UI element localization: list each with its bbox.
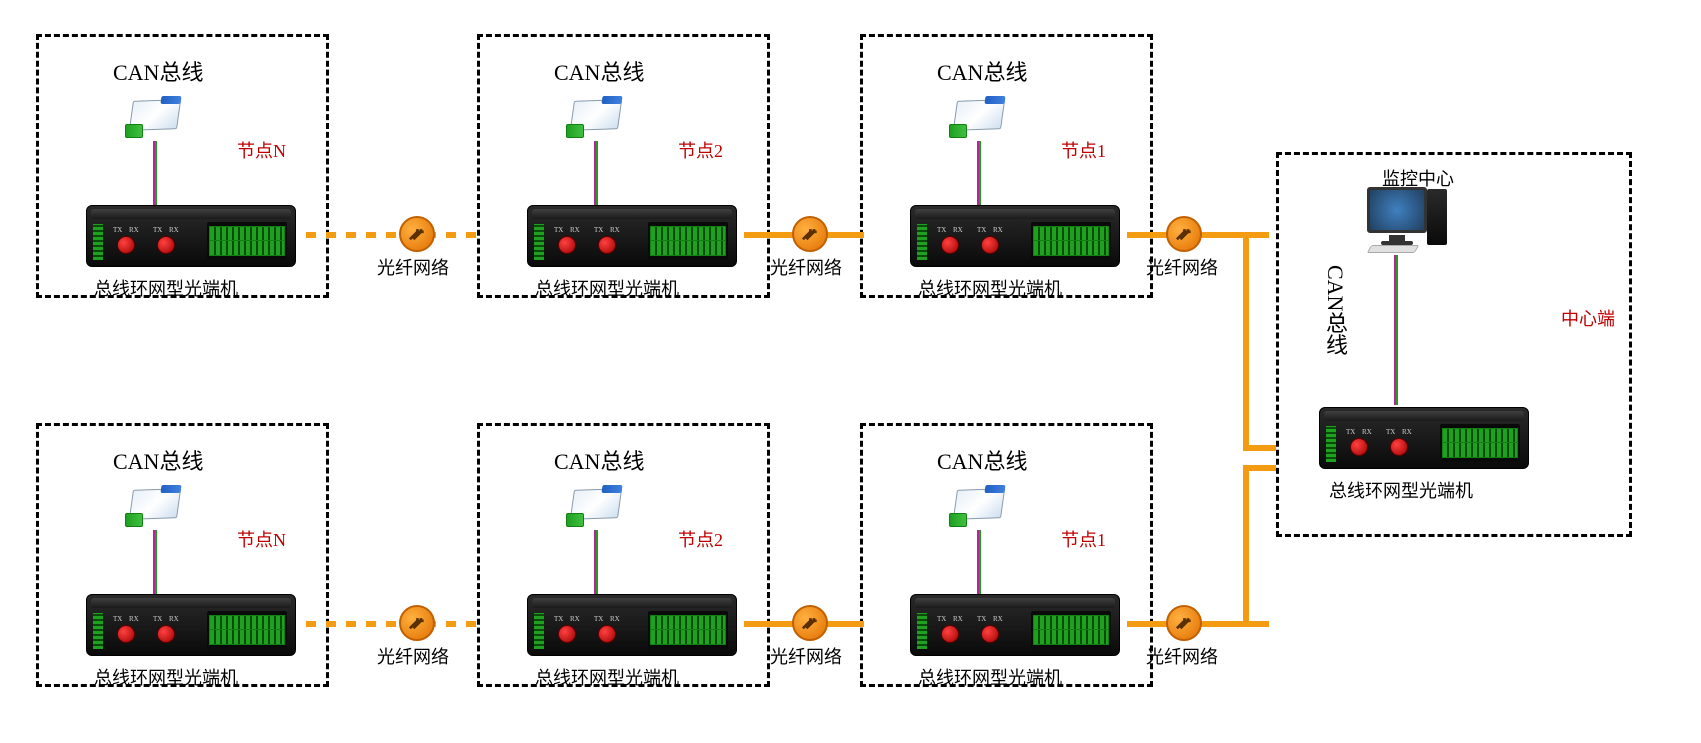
node-box-bot-N: CAN总线 节点N TXRX TXRX 总线环网型光端机	[36, 423, 329, 687]
can-adapter-icon	[949, 100, 1009, 140]
node-box-top-2: CAN总线 节点2 TXRX TXRX 总线环网型光端机	[477, 34, 770, 298]
node-box-top-1: CAN总线 节点1 TXRX TXRX 总线环网型光端机	[860, 34, 1153, 298]
fiber-arrow-icon	[792, 216, 828, 252]
wire-icon	[594, 141, 598, 215]
node-box-bot-1: CAN总线 节点1 TXRX TXRX 总线环网型光端机	[860, 423, 1153, 687]
node-box-bot-2: CAN总线 节点2 TXRX TXRX 总线环网型光端机	[477, 423, 770, 687]
fiber-label: 光纤网络	[1146, 254, 1218, 280]
center-label: 中心端	[1561, 305, 1615, 331]
fiber-modem-icon: TXRX TXRX	[1319, 407, 1529, 469]
can-title: CAN总线	[937, 444, 1027, 476]
node-label: 节点N	[237, 526, 286, 552]
node-box-top-N: CAN总线 节点N TXRX TXRX 总线环网型光端机	[36, 34, 329, 298]
fiber-arrow-icon	[399, 216, 435, 252]
fiber-label: 光纤网络	[770, 643, 842, 669]
fiber-modem-icon: TXRX TXRX	[86, 205, 296, 267]
wire-icon	[977, 141, 981, 215]
node-label: 节点N	[237, 137, 286, 163]
wire-icon	[594, 530, 598, 604]
can-adapter-icon	[125, 489, 185, 529]
can-title: CAN总线	[937, 55, 1027, 87]
fiber-label: 光纤网络	[377, 643, 449, 669]
fiber-arrow-icon	[399, 605, 435, 641]
can-title: CAN总线	[554, 444, 644, 476]
fiber-modem-icon: TXRX TXRX	[527, 205, 737, 267]
can-adapter-icon	[566, 489, 626, 529]
fiber-label: 光纤网络	[377, 254, 449, 280]
can-adapter-icon	[125, 100, 185, 140]
fiber-cable	[1243, 465, 1249, 627]
fiber-modem-icon: TXRX TXRX	[910, 205, 1120, 267]
can-title: CAN总线	[113, 55, 203, 87]
node-label: 节点2	[678, 526, 723, 552]
device-label: 总线环网型光端机	[535, 275, 679, 301]
device-label: 总线环网型光端机	[94, 275, 238, 301]
fiber-modem-icon: TXRX TXRX	[86, 594, 296, 656]
can-title: CAN总线	[113, 444, 203, 476]
device-label: 总线环网型光端机	[535, 664, 679, 690]
fiber-arrow-icon	[1166, 216, 1202, 252]
wire-icon	[153, 530, 157, 604]
device-label: 总线环网型光端机	[94, 664, 238, 690]
device-label: 总线环网型光端机	[918, 664, 1062, 690]
node-label: 节点1	[1061, 526, 1106, 552]
node-label: 节点1	[1061, 137, 1106, 163]
monitor-pc-icon	[1367, 187, 1447, 247]
fiber-arrow-icon	[1166, 605, 1202, 641]
fiber-cable-dotted	[306, 232, 479, 238]
fiber-label: 光纤网络	[1146, 643, 1218, 669]
wire-icon	[153, 141, 157, 215]
wire-icon	[977, 530, 981, 604]
can-title-vertical: CAN总线	[1319, 265, 1351, 355]
device-label: 总线环网型光端机	[1329, 477, 1473, 503]
can-adapter-icon	[566, 100, 626, 140]
center-box: 监控中心 CAN总线 TXRX TXRX 总线环网型光端机 中心端	[1276, 152, 1632, 537]
fiber-modem-icon: TXRX TXRX	[910, 594, 1120, 656]
wire-icon	[1394, 255, 1398, 405]
fiber-modem-icon: TXRX TXRX	[527, 594, 737, 656]
can-adapter-icon	[949, 489, 1009, 529]
fiber-cable	[1243, 232, 1249, 451]
device-label: 总线环网型光端机	[918, 275, 1062, 301]
node-label: 节点2	[678, 137, 723, 163]
fiber-cable-dotted	[306, 621, 479, 627]
fiber-arrow-icon	[792, 605, 828, 641]
fiber-label: 光纤网络	[770, 254, 842, 280]
can-title: CAN总线	[554, 55, 644, 87]
